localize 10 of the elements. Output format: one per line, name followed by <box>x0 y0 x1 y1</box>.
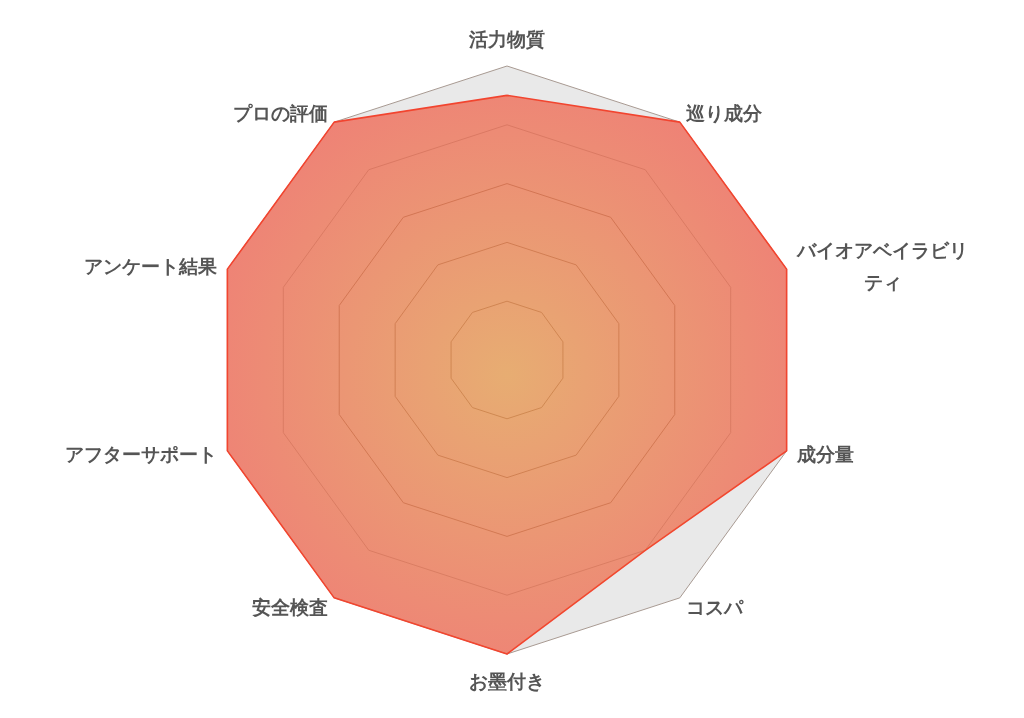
spoke-label: コスパ <box>686 595 745 618</box>
spoke-label: アフターサポート <box>64 443 217 466</box>
spoke-label: バイオアベイラビリティ <box>796 238 969 293</box>
spoke-label: 巡り成分 <box>685 102 764 125</box>
spoke-label: アンケート結果 <box>83 254 218 277</box>
spoke-label: プロの評価 <box>232 102 328 125</box>
spoke-label: 安全検査 <box>251 595 328 618</box>
spoke-label: お墨付き <box>469 670 545 692</box>
spoke-label: 活力物質 <box>468 28 545 50</box>
spoke-label: 成分量 <box>796 443 855 466</box>
